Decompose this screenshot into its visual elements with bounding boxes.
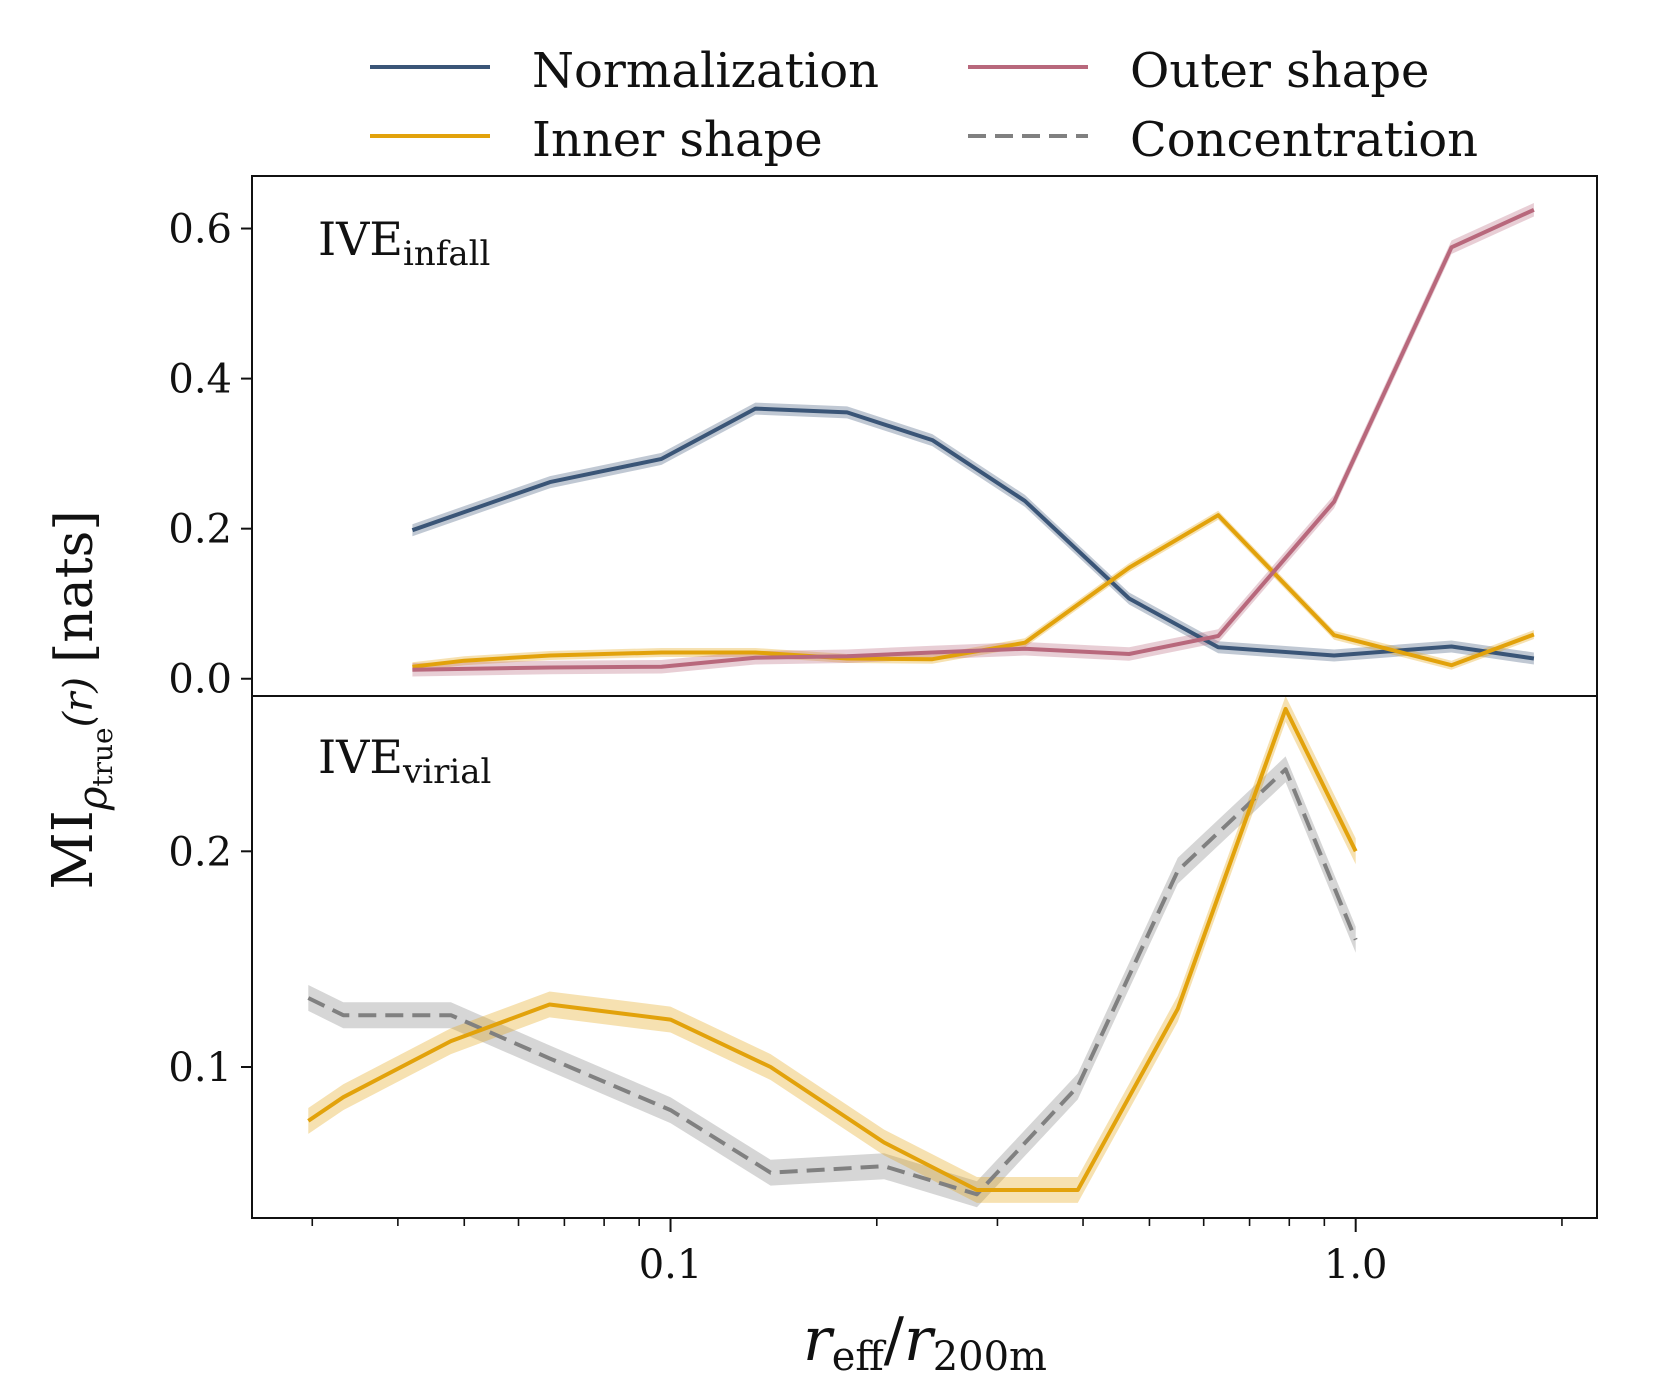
x-tick-label: 0.1 — [639, 1242, 703, 1288]
top-ytick-label: 0.6 — [168, 207, 232, 253]
bottom-panel-label: IVEvirial — [318, 730, 491, 792]
top-ytick-label: 0.0 — [168, 657, 232, 703]
bottom-band-inner-shape — [308, 696, 1356, 1203]
bottom-y-axis: 0.1 0.2 — [168, 829, 252, 1091]
top-band-outer-shape — [412, 203, 1534, 677]
top-band-normalization — [412, 402, 1534, 665]
top-line-normalization — [411, 406, 1535, 661]
x-tick-label: 1.0 — [1324, 1242, 1388, 1288]
legend-label-outer-shape: Outer shape — [1130, 43, 1429, 99]
top-plot-area — [411, 203, 1535, 677]
bottom-line-concentration — [307, 767, 1358, 1197]
top-ytick-label: 0.4 — [168, 357, 232, 403]
bottom-band-concentration — [308, 756, 1356, 1208]
legend: Normalization Inner shape Outer shape Co… — [370, 43, 1478, 168]
x-axis: 0.1 1.0 — [311, 1218, 1563, 1288]
bottom-ytick-label: 0.1 — [168, 1045, 232, 1091]
top-y-axis: 0.0 0.2 0.4 0.6 — [168, 207, 252, 703]
bottom-panel: IVEvirial 0.1 0.2 — [168, 696, 1358, 1208]
legend-label-concentration: Concentration — [1130, 112, 1478, 168]
bottom-ytick-label: 0.2 — [168, 829, 232, 875]
top-ytick-label: 0.2 — [168, 507, 232, 553]
top-panel-label: IVEinfall — [318, 212, 490, 274]
bottom-panel-frame — [251, 695, 1598, 1219]
x-axis-label: reff/r200m — [803, 1305, 1047, 1380]
bottom-line-inner-shape — [307, 706, 1358, 1192]
top-line-outer-shape — [412, 207, 1535, 672]
top-panel: IVEinfall 0.0 0.2 0.4 0.6 — [168, 203, 1535, 703]
legend-label-normalization: Normalization — [532, 43, 879, 99]
top-line-inner-shape — [412, 513, 1535, 669]
legend-label-inner-shape: Inner shape — [532, 112, 823, 168]
bottom-plot-area — [307, 696, 1358, 1208]
y-axis-label: MIρtrue(r)[nats] — [41, 510, 119, 889]
